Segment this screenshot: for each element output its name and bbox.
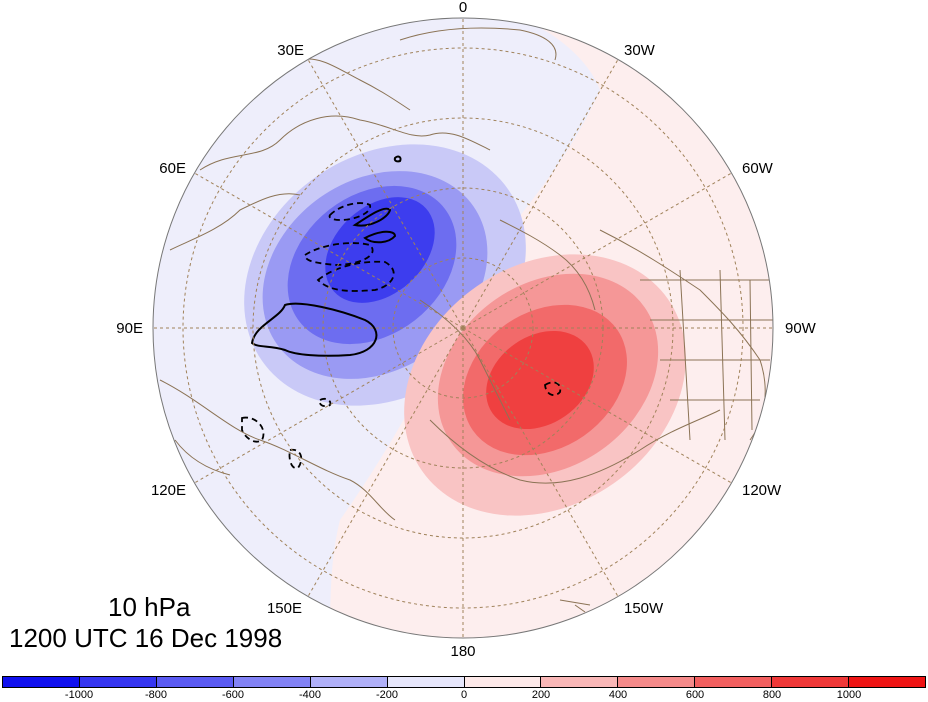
colorbar-label: 800 bbox=[762, 689, 782, 701]
lon-label-120e: 120E bbox=[151, 482, 186, 499]
colorbar-box-6 bbox=[464, 677, 542, 687]
colorbar-label: 600 bbox=[685, 689, 705, 701]
colorbar-box-11 bbox=[849, 677, 926, 687]
coastlines bbox=[159, 27, 773, 613]
colorbar-box-10 bbox=[772, 677, 850, 687]
black-contours-dashed bbox=[241, 202, 562, 470]
pressure-level-title: 10 hPa bbox=[108, 592, 191, 622]
lon-label-150e: 150E bbox=[267, 600, 302, 617]
black-contour-small-1 bbox=[352, 207, 392, 227]
black-contour-solid bbox=[250, 302, 378, 357]
colorbar-box-4 bbox=[310, 677, 388, 687]
colorbar-label: 200 bbox=[531, 689, 551, 701]
colorbar bbox=[2, 676, 926, 688]
lon-label-0: 0 bbox=[459, 0, 467, 16]
colorbar-box-8 bbox=[618, 677, 696, 687]
lon-label-150w: 150W bbox=[624, 600, 664, 617]
colorbar-label: -400 bbox=[298, 689, 322, 701]
colorbar-box-7 bbox=[541, 677, 619, 687]
lon-label-60e: 60E bbox=[159, 160, 186, 177]
colorbar-box-3 bbox=[233, 677, 311, 687]
colorbar-label: -200 bbox=[375, 689, 399, 701]
map-border bbox=[152, 17, 774, 639]
lon-label-90e: 90E bbox=[116, 320, 143, 337]
colorbar-label: -1000 bbox=[64, 689, 94, 701]
lon-label-120w: 120W bbox=[742, 482, 782, 499]
black-contour-small-3 bbox=[393, 155, 402, 163]
lon-label-30w: 30W bbox=[624, 42, 656, 59]
lon-label-180: 180 bbox=[450, 643, 475, 660]
colorbar-label: 0 bbox=[460, 689, 468, 701]
colorbar-box-1 bbox=[79, 677, 157, 687]
lon-label-90w: 90W bbox=[785, 320, 817, 337]
lon-label-60w: 60W bbox=[742, 160, 774, 177]
colorbar-label: -800 bbox=[144, 689, 168, 701]
colorbar-box-5 bbox=[387, 677, 465, 687]
colorbar-box-0 bbox=[3, 677, 80, 687]
colorbar-label: 1000 bbox=[836, 689, 862, 701]
graticule-meridians bbox=[153, 18, 773, 638]
colorbar-box-2 bbox=[156, 677, 234, 687]
positive-anomaly-800 bbox=[486, 330, 594, 430]
colorbar-label: 400 bbox=[608, 689, 628, 701]
negative-anomaly-800 bbox=[325, 197, 435, 303]
black-contour-small-2 bbox=[363, 230, 397, 244]
map-disk bbox=[153, 18, 773, 638]
lon-label-30e: 30E bbox=[277, 42, 304, 59]
valid-time-title: 1200 UTC 16 Dec 1998 bbox=[9, 623, 283, 653]
colorbar-box-9 bbox=[695, 677, 773, 687]
colorbar-label: -600 bbox=[221, 689, 245, 701]
